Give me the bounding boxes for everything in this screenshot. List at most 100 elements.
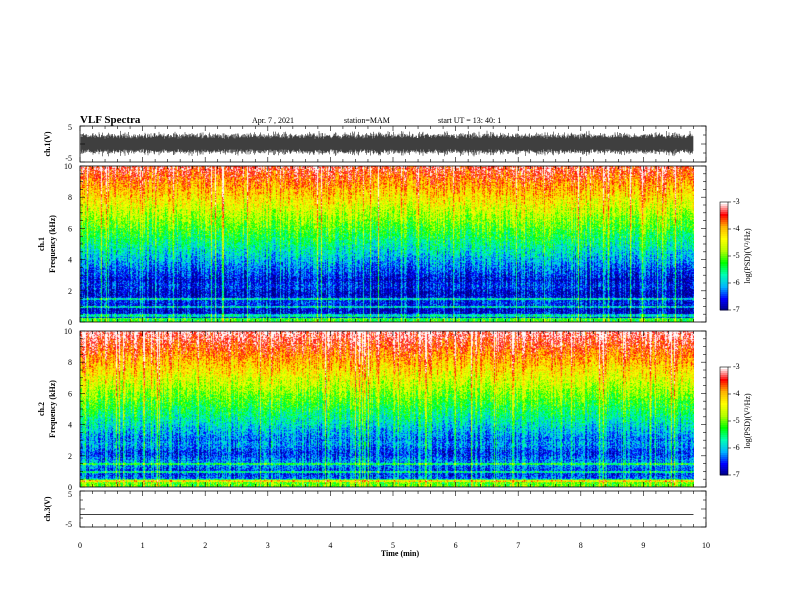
ch2-spectrogram-ylabel-channel: ch.2 [37, 402, 46, 416]
colorbar-tick-label: -4 [733, 389, 740, 398]
colorbar-swatch [720, 387, 728, 390]
colorbar-swatch [720, 246, 728, 249]
colorbar-swatch [720, 367, 728, 370]
date-label: Apr. 7 , 2021 [252, 116, 294, 125]
colorbar-swatch [720, 204, 728, 207]
colorbar-swatch [720, 268, 728, 271]
y-tick-label: 6 [68, 224, 72, 233]
colorbar-label: log(PSD)(V²/Hz) [743, 393, 752, 449]
colorbar-swatch [720, 272, 728, 275]
ch1-spectrogram-panel: ch.1 Frequency (kHz) [37, 165, 707, 323]
ch2-colorbar: -3 -4 -5 -6 -7 log(PSD)(V²/Hz) [719, 362, 752, 479]
colorbar-swatch [720, 435, 728, 438]
colorbar-swatch [720, 220, 728, 223]
ch1-spectrogram-image [80, 166, 694, 322]
colorbar-swatch [720, 258, 728, 261]
colorbar-swatch [720, 256, 728, 259]
y-tick-label: 8 [68, 193, 72, 202]
x-tick-label: 0 [78, 541, 82, 550]
colorbar-swatch [720, 216, 728, 219]
colorbar-swatch [720, 373, 728, 376]
ch2-spectrogram-ylabel-frequency: Frequency (kHz) [48, 380, 57, 438]
colorbar-swatch [720, 465, 728, 468]
colorbar-swatch [720, 306, 728, 309]
x-tick-label: 5 [391, 541, 395, 550]
x-tick-label: 8 [579, 541, 583, 550]
colorbar-swatch [720, 292, 728, 295]
colorbar-swatch [720, 248, 728, 251]
x-tick-label: 2 [203, 541, 207, 550]
colorbar-swatch [720, 270, 728, 273]
colorbar-swatch [720, 280, 728, 283]
colorbar-swatch [720, 242, 728, 245]
ch1-spectrogram-ylabel-frequency: Frequency (kHz) [48, 215, 57, 273]
y-tick-label: 2 [68, 287, 72, 296]
colorbar-swatch [720, 395, 728, 398]
ch2-spectrogram-panel: ch.2 Frequency (kHz) [37, 330, 707, 488]
station-label: station=MAM [344, 116, 390, 125]
colorbar-swatch [720, 449, 728, 452]
x-tick-label: 3 [266, 541, 270, 550]
colorbar-swatch [720, 218, 728, 221]
start-time-label: start UT = 13: 40: 1 [438, 116, 501, 125]
colorbar-swatch [720, 415, 728, 418]
colorbar-swatch [720, 244, 728, 247]
y-tick-label: 0 [68, 318, 72, 327]
colorbar-swatch [720, 401, 728, 404]
colorbar-tick-label: -3 [733, 362, 740, 371]
colorbar-swatch [720, 433, 728, 436]
colorbar-swatch [720, 252, 728, 255]
colorbar-swatch [720, 453, 728, 456]
colorbar-swatch [720, 240, 728, 243]
colorbar-swatch [720, 473, 728, 476]
colorbar-swatch [720, 224, 728, 227]
colorbar-swatch [720, 457, 728, 460]
colorbar-swatch [720, 421, 728, 424]
colorbar-swatch [720, 467, 728, 470]
colorbar-swatch [720, 254, 728, 257]
colorbar-tick-label: -5 [733, 416, 740, 425]
colorbar-swatch [720, 469, 728, 472]
colorbar-swatch [720, 266, 728, 269]
x-axis-label: Time (min) [381, 549, 420, 558]
colorbar-swatch [720, 393, 728, 396]
colorbar-swatch [720, 236, 728, 239]
colorbar-swatch [720, 228, 728, 231]
colorbar-swatch [720, 288, 728, 291]
colorbar-swatch [720, 425, 728, 428]
colorbar-tick-label: -7 [733, 470, 740, 479]
colorbar-swatch [720, 202, 728, 205]
y-tick-label: 6 [68, 389, 72, 398]
colorbar-swatch [720, 234, 728, 237]
colorbar-swatch [720, 439, 728, 442]
colorbar-swatch [720, 429, 728, 432]
colorbar-swatch [720, 391, 728, 394]
colorbar-swatch [720, 409, 728, 412]
colorbar-swatch [720, 379, 728, 382]
colorbar-swatch [720, 397, 728, 400]
ch1-colorbar: -3 -4 -5 -6 -7 log(PSD)(V²/Hz) [719, 197, 752, 314]
colorbar-label: log(PSD)(V²/Hz) [743, 228, 752, 284]
colorbar-swatch [720, 399, 728, 402]
colorbar-swatch [720, 250, 728, 253]
colorbar-swatch [720, 427, 728, 430]
ch1-waveform-trace [80, 130, 694, 157]
colorbar-swatch [720, 383, 728, 386]
colorbar-swatch [720, 377, 728, 380]
colorbar-swatch [720, 238, 728, 241]
x-tick-label: 6 [454, 541, 458, 550]
colorbar-swatch [720, 431, 728, 434]
colorbar-swatch [720, 298, 728, 301]
colorbar-swatch [720, 461, 728, 464]
x-tick-label: 10 [702, 541, 710, 550]
colorbar-swatch [720, 471, 728, 474]
colorbar-tick-label: -4 [733, 224, 740, 233]
colorbar-swatch [720, 447, 728, 450]
x-tick-label: 9 [641, 541, 645, 550]
colorbar-swatch [720, 212, 728, 215]
colorbar-swatch [720, 278, 728, 281]
colorbar-swatch [720, 423, 728, 426]
colorbar-swatch [720, 437, 728, 440]
